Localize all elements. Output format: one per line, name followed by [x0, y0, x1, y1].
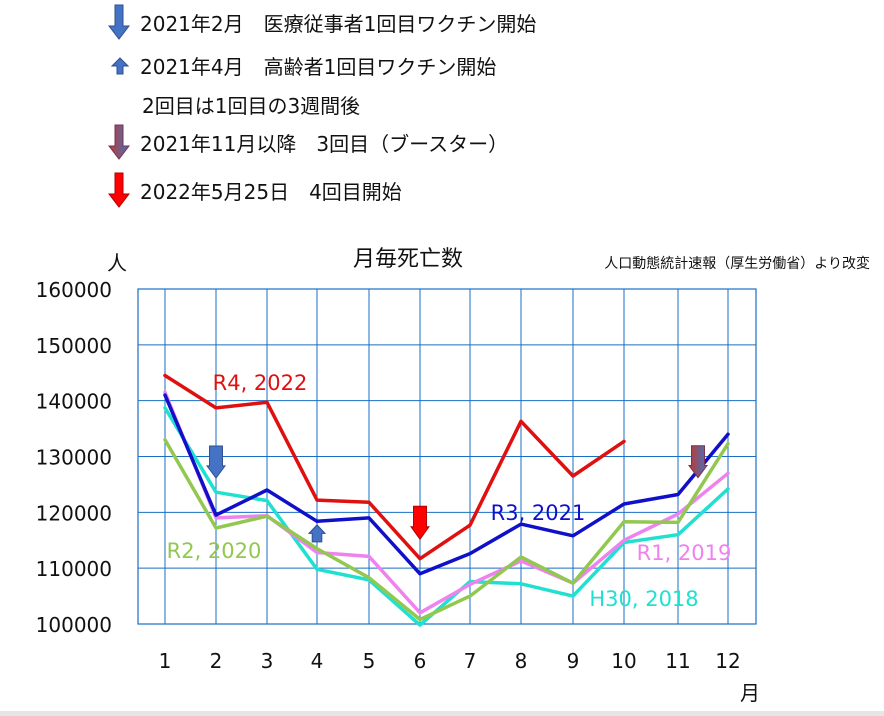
- y-tick-label: 160000: [36, 278, 112, 302]
- red-blue-down-arrow-icon: [108, 124, 130, 160]
- chart-annotations: [206, 445, 708, 543]
- x-tick-label: 2: [210, 649, 223, 673]
- annotation-blue-down-arrow: [206, 445, 226, 479]
- series-line-r2: [163, 438, 730, 622]
- legend-note-3: 2回目は1回目の3週間後: [142, 94, 361, 118]
- series-label-r1: R1, 2019: [637, 541, 732, 565]
- annotation-red-blue-down-arrow: [688, 445, 708, 479]
- red-down-arrow-icon: [108, 172, 130, 208]
- series-label-h30: H30, 2018: [589, 587, 698, 611]
- annotation-blue-up-arrow: [307, 524, 327, 543]
- blue-up-arrow-icon: [110, 56, 130, 74]
- y-tick-label: 100000: [36, 613, 112, 637]
- x-tick-label: 4: [311, 649, 324, 673]
- chart-series: [163, 373, 730, 627]
- legend-note-text: 2022年5月25日 4回目開始: [140, 179, 402, 204]
- y-axis-unit: 人: [107, 251, 127, 275]
- y-tick-label: 140000: [36, 390, 112, 414]
- y-tick-label: 150000: [36, 334, 112, 358]
- chart-grid: [137, 288, 757, 625]
- series-line-r4: [163, 373, 626, 561]
- y-tick-label: 130000: [36, 446, 112, 470]
- series-line-r1: [163, 390, 730, 615]
- legend-note-5: 2022年5月25日 4回目開始: [108, 172, 402, 208]
- x-tick-label: 12: [715, 649, 740, 673]
- x-tick-label: 3: [261, 649, 274, 673]
- y-tick-label: 110000: [36, 557, 112, 581]
- x-tick-label: 9: [567, 649, 580, 673]
- y-tick-label: 120000: [36, 501, 112, 525]
- bottom-divider: [0, 711, 884, 716]
- series-label-r3: R3, 2021: [491, 501, 586, 525]
- x-tick-label: 10: [611, 649, 636, 673]
- x-tick-label: 7: [464, 649, 477, 673]
- x-tick-label: 11: [665, 649, 690, 673]
- legend-note-text: 2021年2月 医療従事者1回目ワクチン開始: [140, 11, 537, 36]
- x-tick-label: 6: [414, 649, 427, 673]
- x-axis-unit: 月: [740, 681, 760, 705]
- blue-down-arrow-icon: [108, 4, 130, 40]
- legend-note-1: 2021年2月 医療従事者1回目ワクチン開始: [108, 4, 536, 40]
- series-label-r4: R4, 2022: [213, 371, 308, 395]
- series-label-r2: R2, 2020: [167, 539, 262, 563]
- legend-note-text: 2021年11月以降 3回目（ブースター）: [140, 131, 509, 156]
- annotation-red-down-arrow: [410, 505, 430, 541]
- x-tick-label: 8: [515, 649, 528, 673]
- legend-note-text: 2021年4月 高齢者1回目ワクチン開始: [140, 55, 497, 79]
- x-tick-label: 1: [159, 649, 172, 673]
- legend-note-4: 2021年11月以降 3回目（ブースター）: [108, 124, 508, 160]
- x-tick-label: 5: [363, 649, 376, 673]
- legend-note-2: 2021年4月 高齢者1回目ワクチン開始: [108, 51, 496, 80]
- chart-labels: 100000 110000 120000 130000 140000 150000 1600…: [36, 278, 741, 673]
- chart-title: 月毎死亡数: [353, 247, 463, 272]
- series-line-r3: [163, 393, 730, 576]
- series-line-h30: [163, 406, 730, 627]
- chart-source: 人口動態統計速報（厚生労働省）より改変: [604, 255, 870, 272]
